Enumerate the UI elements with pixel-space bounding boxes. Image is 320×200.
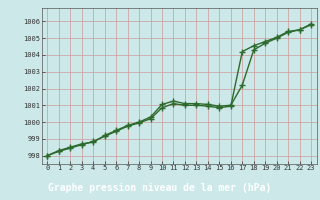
Text: Graphe pression niveau de la mer (hPa): Graphe pression niveau de la mer (hPa) <box>48 183 272 193</box>
